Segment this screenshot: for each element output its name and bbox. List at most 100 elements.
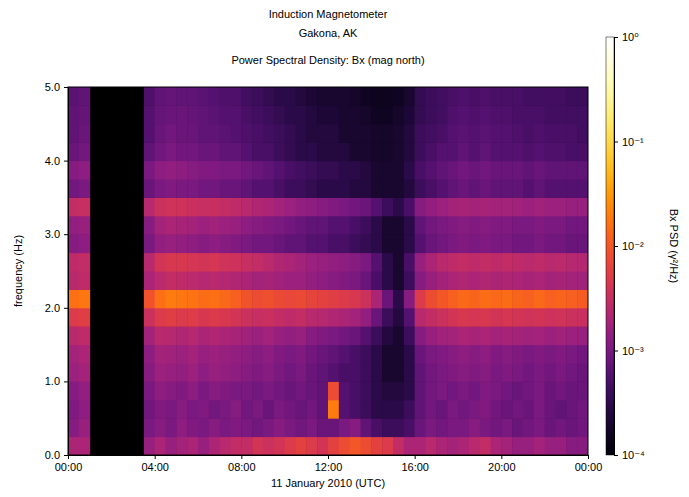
cell [491, 253, 502, 272]
cell [144, 289, 155, 308]
cell [577, 326, 588, 345]
cell [176, 308, 187, 327]
cell [263, 105, 274, 124]
cell [317, 161, 328, 180]
cell [252, 381, 263, 400]
cell [447, 197, 458, 216]
tick-mark [588, 455, 589, 459]
cell [198, 437, 209, 455]
cell [512, 197, 523, 216]
cell [274, 271, 285, 290]
cell [545, 271, 556, 290]
cell [447, 400, 458, 419]
cell [231, 216, 242, 235]
cell [436, 308, 447, 327]
tick-mark [64, 455, 68, 456]
cell [534, 179, 545, 198]
cell [415, 363, 426, 382]
cell [371, 179, 382, 198]
cell [198, 418, 209, 437]
cell [491, 197, 502, 216]
cell [209, 418, 220, 437]
cell [274, 142, 285, 161]
cell [339, 363, 350, 382]
cell [566, 161, 577, 180]
cell [198, 197, 209, 216]
tick: 0.0 [45, 449, 68, 461]
cell [68, 87, 79, 106]
cell [79, 289, 90, 308]
cell [296, 142, 307, 161]
cell [306, 216, 317, 235]
cell [306, 253, 317, 272]
cell [317, 271, 328, 290]
cell [79, 271, 90, 290]
cell [545, 326, 556, 345]
cell [512, 289, 523, 308]
cell [458, 308, 469, 327]
cell [393, 418, 404, 437]
cell [176, 234, 187, 253]
cell [458, 363, 469, 382]
title: Induction Magnetometer [269, 8, 388, 20]
cell [144, 381, 155, 400]
cell [534, 363, 545, 382]
cell [252, 345, 263, 364]
cell [501, 161, 512, 180]
cell [317, 234, 328, 253]
cell [350, 326, 361, 345]
cell [231, 418, 242, 437]
tick-mark [614, 351, 618, 352]
cell [187, 161, 198, 180]
cell [252, 161, 263, 180]
cell [231, 124, 242, 143]
tick-mark [415, 455, 416, 459]
cell [317, 179, 328, 198]
cell [361, 363, 372, 382]
cell [155, 437, 166, 455]
cell [382, 105, 393, 124]
cell [187, 271, 198, 290]
tick: 5.0 [45, 81, 68, 93]
cell [480, 197, 491, 216]
cell [556, 400, 567, 419]
tick-mark [614, 455, 618, 456]
cell [263, 289, 274, 308]
cell [426, 253, 437, 272]
cell [382, 234, 393, 253]
cell [469, 216, 480, 235]
cell [144, 161, 155, 180]
cell [458, 234, 469, 253]
cell [566, 418, 577, 437]
cell [317, 363, 328, 382]
cell [545, 253, 556, 272]
cell [144, 253, 155, 272]
cell [371, 400, 382, 419]
cell [328, 289, 339, 308]
cell [469, 289, 480, 308]
cell [220, 308, 231, 327]
cell [426, 381, 437, 400]
cell [447, 253, 458, 272]
cell [491, 326, 502, 345]
cell [534, 289, 545, 308]
cell [252, 326, 263, 345]
cell [220, 326, 231, 345]
cell [458, 253, 469, 272]
cell [241, 418, 252, 437]
cell [523, 161, 534, 180]
cell [361, 197, 372, 216]
cell [491, 345, 502, 364]
cell [566, 197, 577, 216]
cell [263, 345, 274, 364]
cell [371, 345, 382, 364]
cell [166, 418, 177, 437]
cell [523, 400, 534, 419]
cell [198, 142, 209, 161]
cell [382, 124, 393, 143]
cell [404, 289, 415, 308]
cell [187, 418, 198, 437]
cell [220, 289, 231, 308]
cell [306, 179, 317, 198]
cell [166, 197, 177, 216]
